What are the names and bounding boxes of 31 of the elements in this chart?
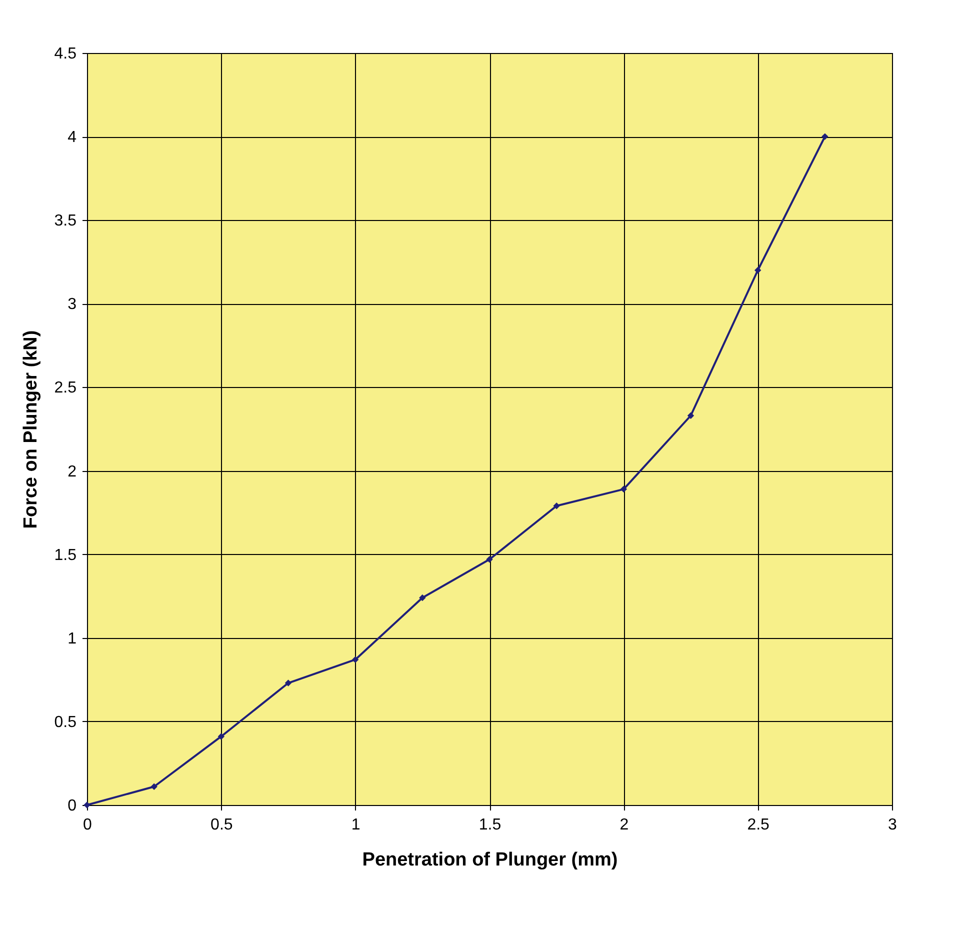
y-tick-label: 2 xyxy=(68,463,77,480)
y-tick-label: 1 xyxy=(68,630,77,648)
x-tick-label: 1 xyxy=(351,816,360,834)
point xyxy=(218,733,225,740)
y-axis-title: Force on Plunger (kN) xyxy=(20,330,42,529)
point xyxy=(822,133,828,140)
y-tick-label: 3 xyxy=(68,296,77,314)
y-tick-label: 4 xyxy=(68,129,77,146)
y-tick-label: 3.5 xyxy=(54,212,77,230)
y-tick-label: 0 xyxy=(68,798,77,814)
point xyxy=(620,486,628,493)
x-tick-label: 0.5 xyxy=(210,816,233,834)
point xyxy=(352,656,359,663)
y-tick-label: 1.5 xyxy=(54,546,77,564)
point xyxy=(150,783,158,790)
point xyxy=(419,594,426,602)
y-tick-label: 2.5 xyxy=(54,380,77,397)
point xyxy=(84,802,90,808)
point xyxy=(687,412,694,419)
point xyxy=(486,556,493,563)
x-axis-title: Penetration of Plunger (mm) xyxy=(362,850,618,870)
point xyxy=(754,266,762,274)
x-tick-label: 2 xyxy=(620,816,629,834)
x-tick-label: 2.5 xyxy=(747,816,770,834)
point xyxy=(284,680,292,686)
x-tick-label: 0 xyxy=(83,816,92,834)
y-tick-label: 4.5 xyxy=(54,46,77,62)
x-tick-label: 3 xyxy=(888,816,898,834)
x-tick-label: 1.5 xyxy=(478,816,502,834)
point xyxy=(553,502,560,510)
y-tick-label: 0.5 xyxy=(54,714,77,731)
